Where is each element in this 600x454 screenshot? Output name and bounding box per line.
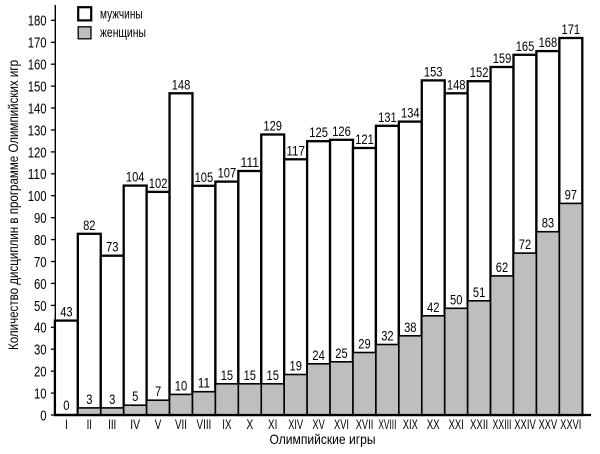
- svg-text:женщины: женщины: [100, 25, 146, 40]
- svg-text:83: 83: [542, 215, 555, 231]
- svg-text:XX: XX: [427, 416, 440, 432]
- svg-text:105: 105: [195, 169, 214, 185]
- svg-text:20: 20: [34, 364, 47, 381]
- svg-text:15: 15: [221, 367, 234, 383]
- svg-text:Олимпийские игры: Олимпийские игры: [270, 431, 376, 447]
- svg-text:XVI: XVI: [334, 416, 349, 432]
- svg-text:121: 121: [355, 131, 374, 147]
- svg-text:170: 170: [28, 35, 47, 52]
- svg-text:II: II: [87, 416, 92, 432]
- svg-text:100: 100: [28, 188, 47, 205]
- svg-text:15: 15: [267, 367, 280, 383]
- svg-text:3: 3: [86, 391, 92, 407]
- svg-text:140: 140: [28, 100, 47, 117]
- svg-text:42: 42: [427, 299, 440, 315]
- svg-text:70: 70: [34, 254, 47, 271]
- svg-text:VII: VII: [175, 416, 187, 432]
- svg-text:29: 29: [358, 336, 371, 352]
- svg-text:50: 50: [34, 298, 47, 315]
- svg-text:19: 19: [290, 358, 303, 374]
- svg-text:110: 110: [28, 166, 47, 183]
- svg-text:15: 15: [244, 367, 257, 383]
- svg-text:мужчины: мужчины: [100, 6, 143, 21]
- svg-text:131: 131: [378, 109, 397, 125]
- svg-text:130: 130: [28, 122, 47, 139]
- svg-text:38: 38: [404, 319, 417, 335]
- svg-text:148: 148: [447, 76, 466, 92]
- svg-text:X: X: [246, 416, 253, 432]
- svg-text:24: 24: [312, 347, 325, 363]
- svg-text:125: 125: [309, 124, 328, 140]
- svg-text:80: 80: [34, 232, 47, 249]
- svg-text:10: 10: [34, 386, 47, 403]
- svg-text:3: 3: [109, 391, 115, 407]
- svg-text:111: 111: [241, 154, 260, 170]
- svg-text:43: 43: [60, 304, 73, 320]
- svg-text:XVII: XVII: [356, 416, 374, 432]
- svg-text:XXIV: XXIV: [514, 416, 536, 432]
- svg-text:11: 11: [198, 375, 211, 391]
- svg-text:134: 134: [401, 105, 420, 121]
- svg-text:XVIII: XVIII: [378, 416, 396, 432]
- svg-text:90: 90: [34, 210, 47, 227]
- svg-text:150: 150: [28, 79, 47, 96]
- svg-text:107: 107: [218, 165, 237, 181]
- svg-text:VIII: VIII: [197, 416, 212, 432]
- svg-text:0: 0: [63, 397, 69, 413]
- svg-text:V: V: [155, 416, 162, 432]
- svg-text:72: 72: [519, 236, 532, 252]
- svg-text:165: 165: [516, 38, 535, 54]
- svg-text:III: III: [108, 416, 116, 432]
- svg-text:30: 30: [34, 342, 47, 359]
- svg-text:97: 97: [565, 186, 578, 202]
- svg-text:153: 153: [424, 63, 443, 79]
- svg-text:171: 171: [562, 21, 581, 37]
- svg-text:104: 104: [126, 169, 145, 185]
- svg-text:180: 180: [28, 13, 47, 30]
- svg-text:XIV: XIV: [288, 416, 303, 432]
- svg-text:I: I: [65, 416, 68, 432]
- svg-text:XXII: XXII: [470, 416, 488, 432]
- svg-text:159: 159: [493, 50, 512, 66]
- svg-text:32: 32: [381, 328, 394, 344]
- svg-text:168: 168: [539, 34, 558, 50]
- svg-text:XIX: XIX: [403, 416, 418, 432]
- svg-text:102: 102: [149, 175, 168, 191]
- svg-text:XXIII: XXIII: [493, 416, 512, 432]
- svg-text:IX: IX: [222, 416, 232, 432]
- svg-text:126: 126: [332, 123, 351, 139]
- svg-text:5: 5: [132, 388, 138, 404]
- svg-text:XXV: XXV: [539, 416, 558, 432]
- svg-text:XXVI: XXVI: [560, 416, 581, 432]
- svg-text:82: 82: [83, 217, 96, 233]
- svg-text:152: 152: [470, 64, 489, 80]
- svg-text:0: 0: [40, 407, 46, 424]
- svg-text:XV: XV: [312, 416, 325, 432]
- svg-text:10: 10: [175, 377, 188, 393]
- svg-text:51: 51: [473, 284, 486, 300]
- svg-text:129: 129: [263, 118, 282, 134]
- svg-text:25: 25: [335, 345, 348, 361]
- svg-text:62: 62: [496, 259, 509, 275]
- svg-text:XI: XI: [268, 416, 277, 432]
- svg-text:120: 120: [28, 144, 47, 161]
- svg-text:40: 40: [34, 320, 47, 337]
- svg-text:IV: IV: [130, 416, 140, 432]
- svg-text:7: 7: [155, 383, 161, 399]
- svg-text:XXI: XXI: [448, 416, 464, 432]
- svg-text:73: 73: [106, 239, 119, 255]
- svg-text:160: 160: [28, 57, 47, 74]
- svg-text:50: 50: [450, 291, 463, 307]
- svg-text:Количество дисциплин в програм: Количество дисциплин в программе Олимпий…: [6, 60, 21, 350]
- svg-text:148: 148: [172, 76, 191, 92]
- svg-text:117: 117: [286, 142, 305, 158]
- svg-text:60: 60: [34, 276, 47, 293]
